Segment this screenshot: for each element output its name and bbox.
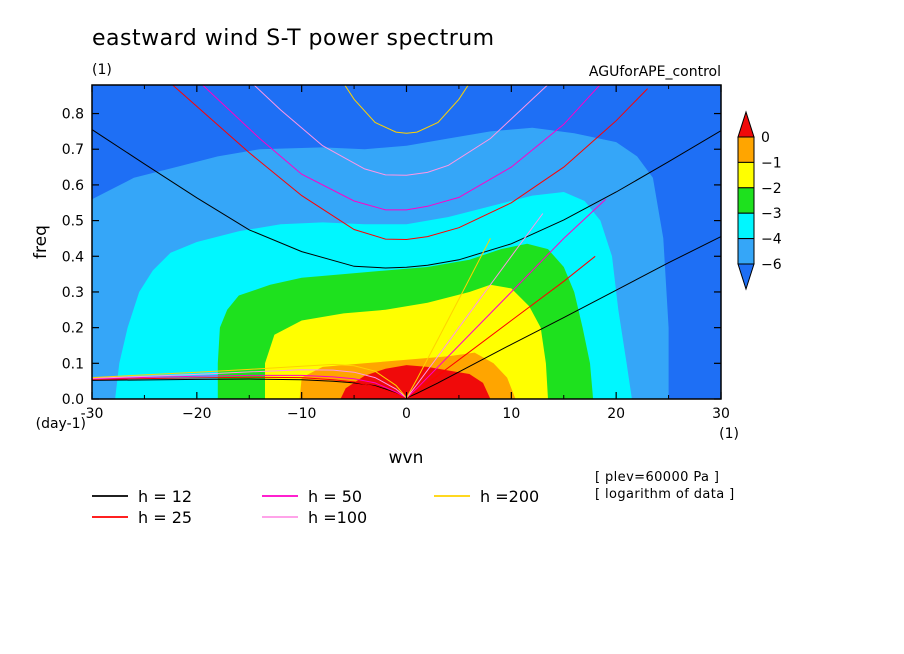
note-plev: [ plev=60000 Pa ] (595, 470, 719, 485)
curve-h12-0 (92, 129, 721, 269)
curve-h200-0 (344, 85, 469, 134)
colorbar-label-0: 0 (761, 130, 770, 146)
contour-fills (92, 127, 669, 399)
colorbar: 0 −1 −2 −3 −4 −6 (737, 110, 782, 291)
x-tick-label-1: −20 (182, 406, 212, 422)
axes: -30 −20 −10 0 10 20 30 0.0 0.1 0.2 0.3 0.4 0.5 0.6 0.7… (62, 85, 730, 422)
x-axis-title: wvn (389, 448, 424, 468)
curve-h12-1 (92, 378, 407, 399)
y-tick-label-4: 0.4 (62, 249, 84, 265)
legend-label-0: h = 12 (138, 487, 192, 506)
curve-h25-1 (92, 376, 407, 399)
legend-label-4: h =200 (480, 487, 539, 506)
dispersion-curves (92, 85, 721, 399)
y-tick-label-3: 0.3 (62, 285, 84, 301)
colorbar-box-3 (737, 212, 755, 240)
y-tick-label-7: 0.7 (62, 142, 84, 158)
y-tick-label-1: 0.1 (62, 356, 84, 372)
colorbar-top-triangle (737, 110, 755, 138)
curve-h50-0 (201, 85, 601, 211)
colorbar-box-2 (737, 187, 755, 214)
curve-h50-1 (92, 374, 407, 399)
legend-label-2: h = 50 (308, 487, 362, 506)
colorbar-box-4 (737, 238, 755, 265)
y-unit-label: (day-1) (36, 416, 86, 432)
curve-h25-2 (406, 255, 596, 399)
x-tick-label-4: 10 (502, 406, 520, 422)
colorbar-label-4: −4 (761, 232, 782, 248)
chart-title: eastward wind S-T power spectrum (92, 26, 495, 51)
curve-h12-2 (406, 236, 721, 399)
y-axis-title: freq (31, 225, 51, 259)
colorbar-bottom-triangle (737, 263, 755, 291)
legend-label-1: h = 25 (138, 508, 192, 527)
colorbar-box-1 (737, 161, 755, 189)
x-unit-label: (1) (719, 426, 739, 442)
colorbar-label-1: −1 (761, 155, 782, 171)
curve-h25-0 (171, 85, 648, 241)
curve-h100-2 (406, 213, 544, 399)
note-log: [ logarithm of data ] (595, 487, 735, 502)
colorbar-label-2: −2 (761, 181, 782, 197)
curve-h100-0 (253, 85, 549, 176)
legend: h = 12 h = 25 h = 50 h =100 h =200 (92, 487, 539, 527)
x-tick-label-6: 30 (712, 406, 730, 422)
legend-label-3: h =100 (308, 508, 367, 527)
y-tick-label-6: 0.6 (62, 178, 84, 194)
y-tick-label-2: 0.2 (62, 321, 84, 337)
curve-h200-1 (92, 363, 407, 399)
y-tick-label-5: 0.5 (62, 214, 84, 230)
curve-h100-1 (92, 369, 407, 399)
colorbar-box-0 (737, 136, 755, 163)
x-tick-label-2: −10 (287, 406, 317, 422)
x-tick-label-3: 0 (402, 406, 411, 422)
chart-subtitle-left: (1) (92, 62, 112, 78)
y-tick-label-0: 0.0 (62, 392, 84, 408)
y-tick-label-8: 0.8 (62, 107, 84, 123)
chart-subtitle-right: AGUforAPE_control (589, 64, 721, 80)
curve-h200-2 (406, 238, 491, 399)
curve-h50-2 (406, 198, 607, 399)
x-tick-label-5: 20 (607, 406, 625, 422)
colorbar-label-5: −6 (761, 257, 782, 273)
colorbar-label-3: −3 (761, 206, 782, 222)
x-tick-label-0: -30 (81, 406, 104, 422)
